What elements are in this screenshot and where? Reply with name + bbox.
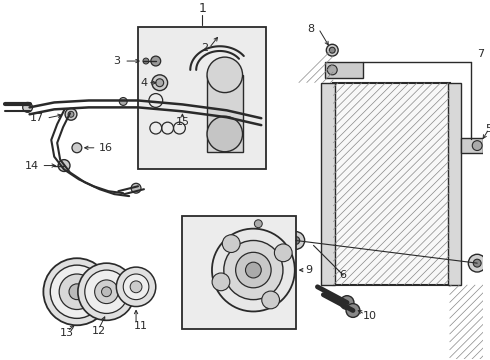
Circle shape <box>340 296 354 310</box>
Bar <box>462 138 483 153</box>
Text: 6: 6 <box>340 270 346 280</box>
Text: 8: 8 <box>307 23 315 33</box>
Circle shape <box>329 47 335 53</box>
Circle shape <box>58 159 70 171</box>
Circle shape <box>473 259 481 267</box>
Text: 3: 3 <box>113 56 120 66</box>
Circle shape <box>78 263 135 320</box>
Circle shape <box>152 75 168 91</box>
Circle shape <box>123 274 149 300</box>
Text: 14: 14 <box>25 161 39 171</box>
Text: 4: 4 <box>140 78 147 88</box>
Circle shape <box>212 273 230 291</box>
Circle shape <box>156 79 164 87</box>
Bar <box>207 75 243 152</box>
Circle shape <box>262 291 279 309</box>
Circle shape <box>23 103 32 112</box>
Circle shape <box>151 56 161 66</box>
Circle shape <box>212 229 295 311</box>
Circle shape <box>44 258 110 325</box>
Circle shape <box>245 262 261 278</box>
Text: 17: 17 <box>30 113 45 123</box>
Circle shape <box>222 235 240 252</box>
Circle shape <box>59 274 95 310</box>
Bar <box>321 83 335 285</box>
Circle shape <box>131 183 141 193</box>
Circle shape <box>50 265 103 318</box>
Circle shape <box>346 303 360 318</box>
Circle shape <box>254 220 262 228</box>
Circle shape <box>292 237 300 244</box>
Bar <box>182 216 296 329</box>
Circle shape <box>207 57 243 93</box>
Text: 9: 9 <box>306 265 313 275</box>
Text: 13: 13 <box>60 328 74 338</box>
Text: 5: 5 <box>486 124 490 134</box>
Circle shape <box>85 270 128 314</box>
Circle shape <box>224 240 283 300</box>
Text: 11: 11 <box>134 321 148 331</box>
Circle shape <box>101 287 111 297</box>
Circle shape <box>95 280 118 303</box>
Bar <box>138 27 266 170</box>
Circle shape <box>274 244 292 262</box>
Circle shape <box>327 65 337 75</box>
Text: 12: 12 <box>92 326 106 336</box>
Circle shape <box>116 267 156 306</box>
Circle shape <box>130 281 142 293</box>
Circle shape <box>143 58 149 64</box>
Bar <box>325 62 363 78</box>
Circle shape <box>68 111 74 117</box>
Circle shape <box>287 231 305 249</box>
Circle shape <box>326 44 338 56</box>
Text: 7: 7 <box>478 49 485 59</box>
Circle shape <box>472 141 482 150</box>
Text: 10: 10 <box>363 311 377 321</box>
Circle shape <box>69 284 85 300</box>
Text: 16: 16 <box>98 143 113 153</box>
Circle shape <box>119 98 127 105</box>
Circle shape <box>72 143 82 153</box>
Circle shape <box>468 254 486 272</box>
Circle shape <box>207 116 243 152</box>
Circle shape <box>65 108 77 120</box>
Text: 2: 2 <box>201 43 209 53</box>
Text: 15: 15 <box>175 117 190 127</box>
Bar <box>333 83 450 285</box>
Circle shape <box>236 252 271 288</box>
Text: 1: 1 <box>198 2 206 15</box>
Bar <box>447 83 462 285</box>
